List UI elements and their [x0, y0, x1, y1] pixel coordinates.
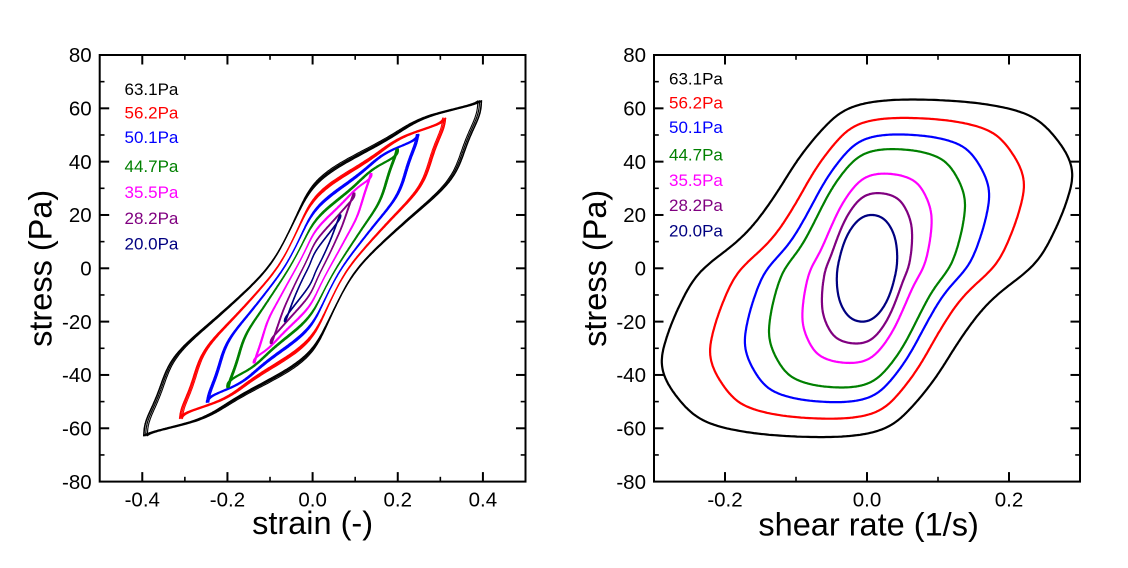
svg-text:-60: -60 [62, 417, 92, 440]
svg-text:44.7Pa: 44.7Pa [669, 146, 723, 165]
svg-text:20: 20 [69, 204, 92, 227]
svg-text:60: 60 [623, 98, 646, 121]
svg-text:0.0: 0.0 [853, 489, 882, 512]
svg-text:56.2Pa: 56.2Pa [669, 94, 723, 113]
svg-text:50.1Pa: 50.1Pa [125, 128, 179, 147]
svg-text:0.4: 0.4 [469, 489, 498, 512]
svg-text:-20: -20 [616, 311, 646, 334]
svg-text:60: 60 [69, 98, 92, 121]
svg-text:35.5Pa: 35.5Pa [125, 183, 179, 202]
svg-text:-20: -20 [62, 311, 92, 334]
svg-text:strain (-): strain (-) [252, 505, 373, 541]
svg-text:0: 0 [635, 258, 646, 281]
svg-text:-0.4: -0.4 [125, 489, 160, 512]
svg-text:28.2Pa: 28.2Pa [125, 209, 179, 228]
svg-text:35.5Pa: 35.5Pa [669, 171, 723, 190]
svg-text:-60: -60 [616, 417, 646, 440]
svg-text:44.7Pa: 44.7Pa [125, 157, 179, 176]
svg-text:40: 40 [69, 151, 92, 174]
svg-text:63.1Pa: 63.1Pa [125, 80, 179, 99]
svg-text:0.2: 0.2 [384, 489, 413, 512]
svg-text:80: 80 [69, 44, 92, 67]
svg-text:20.0Pa: 20.0Pa [669, 222, 723, 241]
svg-text:20: 20 [623, 204, 646, 227]
svg-text:-40: -40 [62, 364, 92, 387]
svg-text:0: 0 [80, 258, 91, 281]
svg-text:50.1Pa: 50.1Pa [669, 118, 723, 137]
svg-text:-80: -80 [62, 471, 92, 494]
svg-text:-40: -40 [616, 364, 646, 387]
svg-text:shear rate (1/s): shear rate (1/s) [758, 506, 978, 542]
svg-text:56.2Pa: 56.2Pa [125, 103, 179, 122]
svg-text:-0.2: -0.2 [707, 489, 742, 512]
svg-text:80: 80 [623, 44, 646, 67]
svg-text:63.1Pa: 63.1Pa [669, 69, 723, 88]
svg-text:-80: -80 [616, 471, 646, 494]
svg-text:28.2Pa: 28.2Pa [669, 196, 723, 215]
svg-text:-0.2: -0.2 [210, 489, 245, 512]
svg-text:stress (Pa): stress (Pa) [577, 190, 613, 347]
svg-text:0.0: 0.0 [298, 489, 327, 512]
svg-text:stress (Pa): stress (Pa) [23, 190, 59, 347]
svg-text:0.2: 0.2 [995, 489, 1024, 512]
svg-text:40: 40 [623, 151, 646, 174]
svg-text:20.0Pa: 20.0Pa [125, 234, 179, 253]
